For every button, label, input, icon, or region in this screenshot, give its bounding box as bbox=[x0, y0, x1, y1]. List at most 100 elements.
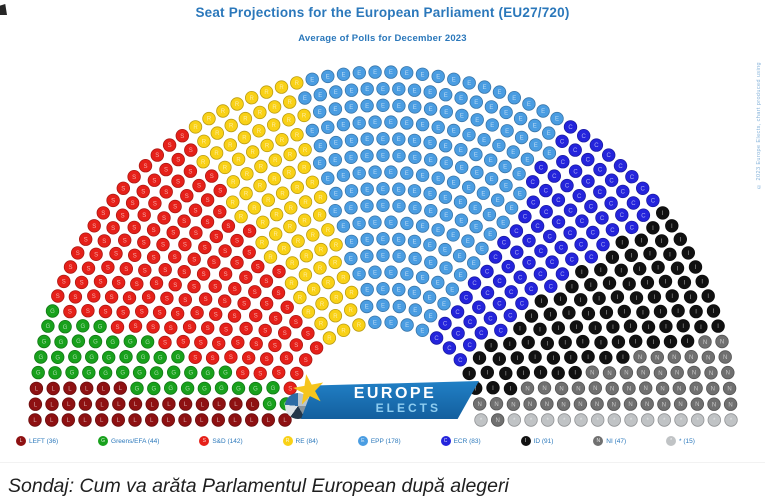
svg-text:*: * bbox=[647, 418, 650, 424]
svg-text:N: N bbox=[542, 386, 546, 392]
svg-text:I: I bbox=[606, 311, 608, 317]
svg-text:E: E bbox=[519, 117, 523, 123]
svg-text:I: I bbox=[679, 237, 681, 243]
svg-text:G: G bbox=[271, 386, 276, 392]
svg-text:C: C bbox=[508, 314, 513, 320]
svg-text:E: E bbox=[458, 200, 462, 206]
svg-text:G: G bbox=[137, 371, 142, 377]
svg-text:C: C bbox=[485, 270, 490, 276]
svg-text:S: S bbox=[176, 179, 180, 185]
svg-text:S: S bbox=[256, 265, 260, 271]
svg-text:S: S bbox=[164, 190, 168, 196]
svg-text:I: I bbox=[574, 371, 576, 377]
svg-text:L: L bbox=[50, 418, 54, 424]
svg-text:N: N bbox=[511, 402, 515, 408]
svg-text:C: C bbox=[598, 190, 603, 196]
svg-text:S: S bbox=[277, 270, 281, 276]
svg-text:I: I bbox=[665, 325, 667, 331]
svg-text:L: L bbox=[83, 418, 87, 424]
svg-text:N: N bbox=[660, 387, 664, 393]
svg-text:E: E bbox=[397, 187, 401, 193]
svg-text:R: R bbox=[273, 158, 278, 164]
svg-text:E: E bbox=[326, 125, 330, 131]
svg-text:L: L bbox=[251, 402, 255, 408]
svg-text:E: E bbox=[436, 176, 440, 182]
svg-text:I: I bbox=[486, 371, 488, 377]
svg-text:E: E bbox=[365, 254, 369, 260]
svg-text:E: E bbox=[373, 320, 377, 326]
svg-text:N: N bbox=[590, 370, 594, 376]
legend-item-others: * * (15) bbox=[666, 436, 695, 446]
svg-text:S: S bbox=[236, 341, 240, 347]
svg-text:I: I bbox=[630, 324, 632, 330]
svg-text:C: C bbox=[488, 316, 493, 322]
svg-text:C: C bbox=[455, 310, 460, 316]
svg-text:E: E bbox=[443, 248, 447, 254]
svg-text:E: E bbox=[459, 273, 463, 279]
svg-text:G: G bbox=[120, 370, 125, 376]
svg-text:E: E bbox=[349, 189, 353, 195]
svg-text:C: C bbox=[472, 281, 477, 287]
svg-text:C: C bbox=[651, 199, 656, 205]
legend-label: * (15) bbox=[679, 437, 695, 445]
svg-text:S: S bbox=[244, 327, 248, 333]
svg-text:R: R bbox=[214, 151, 219, 157]
svg-text:I: I bbox=[687, 251, 689, 257]
svg-text:E: E bbox=[310, 77, 314, 83]
svg-text:E: E bbox=[452, 129, 456, 135]
svg-text:S: S bbox=[153, 201, 157, 207]
svg-text:N: N bbox=[525, 386, 529, 392]
svg-text:C: C bbox=[582, 134, 587, 140]
svg-text:I: I bbox=[695, 310, 697, 316]
legend: L LEFT (36) G Greens/EFA (44) S S&D (142… bbox=[0, 433, 765, 449]
svg-text:S: S bbox=[152, 178, 156, 184]
svg-text:G: G bbox=[70, 371, 75, 377]
svg-text:R: R bbox=[268, 255, 273, 261]
svg-text:E: E bbox=[413, 155, 417, 161]
logo-text-europe: EUROPE bbox=[353, 385, 437, 402]
svg-text:E: E bbox=[365, 87, 369, 93]
svg-text:R: R bbox=[272, 123, 277, 129]
svg-text:S: S bbox=[229, 355, 233, 361]
svg-text:S: S bbox=[163, 341, 167, 347]
svg-text:S: S bbox=[241, 371, 245, 377]
svg-text:R: R bbox=[274, 232, 279, 238]
svg-text:L: L bbox=[52, 387, 56, 393]
svg-text:C: C bbox=[523, 215, 528, 221]
legend-label: LEFT (36) bbox=[29, 437, 59, 445]
svg-text:I: I bbox=[492, 386, 494, 392]
svg-text:S: S bbox=[131, 201, 135, 207]
svg-text:E: E bbox=[421, 123, 425, 129]
svg-text:E: E bbox=[490, 123, 494, 129]
svg-text:S: S bbox=[86, 309, 90, 315]
svg-text:I: I bbox=[687, 339, 689, 345]
svg-text:S: S bbox=[254, 314, 258, 320]
svg-text:L: L bbox=[68, 386, 72, 392]
svg-text:G: G bbox=[59, 340, 64, 346]
svg-text:E: E bbox=[389, 270, 393, 276]
svg-text:C: C bbox=[561, 160, 566, 166]
svg-text:N: N bbox=[655, 356, 659, 362]
svg-text:R: R bbox=[236, 157, 241, 163]
svg-text:N: N bbox=[644, 386, 648, 392]
svg-text:C: C bbox=[573, 148, 578, 154]
svg-text:R: R bbox=[221, 109, 226, 115]
svg-text:G: G bbox=[110, 340, 115, 346]
svg-text:R: R bbox=[280, 191, 285, 197]
svg-text:R: R bbox=[231, 180, 236, 186]
svg-text:I: I bbox=[648, 325, 650, 331]
svg-text:S: S bbox=[274, 316, 278, 322]
svg-text:E: E bbox=[341, 123, 345, 129]
svg-text:I: I bbox=[600, 341, 602, 347]
svg-text:C: C bbox=[544, 210, 549, 216]
svg-text:R: R bbox=[244, 192, 249, 198]
europe-elects-logo: EUROPE ELECTS bbox=[301, 381, 479, 419]
svg-text:I: I bbox=[539, 327, 541, 333]
svg-text:R: R bbox=[302, 114, 307, 120]
svg-text:G: G bbox=[168, 386, 173, 392]
svg-text:E: E bbox=[474, 100, 478, 106]
party-color-dot: L bbox=[16, 436, 26, 446]
svg-text:G: G bbox=[267, 402, 272, 408]
svg-text:C: C bbox=[594, 143, 599, 149]
svg-text:*: * bbox=[680, 418, 683, 424]
